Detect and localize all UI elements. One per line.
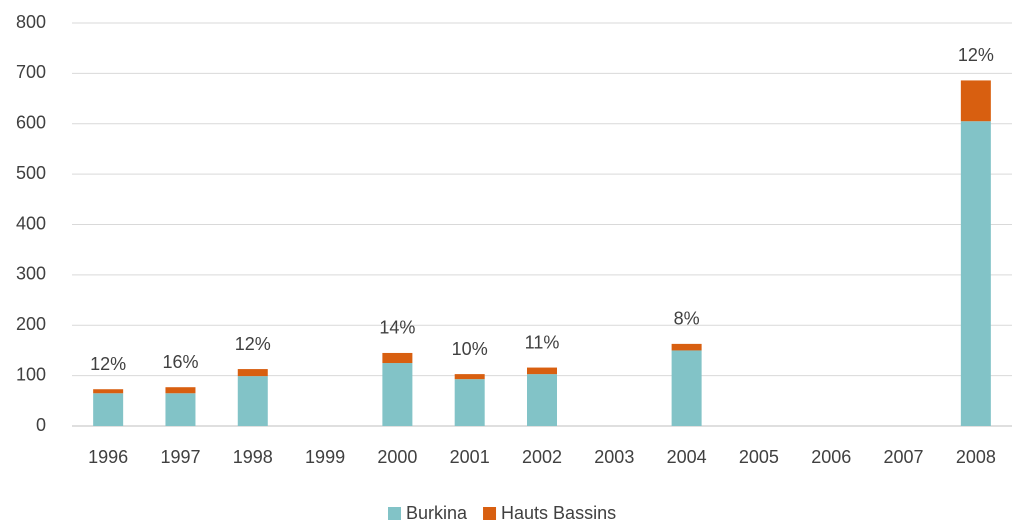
bar-annotation: 11%	[525, 332, 560, 352]
x-tick-label: 2001	[450, 447, 490, 467]
y-tick-label: 0	[36, 415, 46, 435]
bar-segment	[527, 367, 557, 375]
bar-segment	[527, 374, 557, 426]
bar-annotation: 10%	[452, 339, 488, 359]
bar-segment	[960, 121, 991, 426]
bar-annotation: 14%	[379, 318, 415, 338]
y-tick-label: 300	[16, 264, 46, 284]
bar-segment	[960, 80, 991, 122]
x-tick-label: 2003	[594, 447, 634, 467]
y-tick-label: 100	[16, 364, 46, 384]
bar-annotation: 12%	[235, 334, 271, 354]
y-tick-label: 800	[16, 12, 46, 32]
x-tick-label: 2000	[377, 447, 417, 467]
bar-annotation: 12%	[90, 354, 126, 374]
bar-segment	[382, 363, 413, 426]
bar-segment	[93, 389, 124, 394]
x-tick-label: 1999	[305, 447, 345, 467]
y-tick-label: 400	[16, 213, 46, 233]
x-tick-label: 2005	[739, 447, 779, 467]
bar-segment	[454, 374, 485, 380]
legend-swatch	[388, 507, 401, 520]
x-tick-label: 2007	[884, 447, 924, 467]
bar-segment	[454, 379, 485, 426]
bar-annotation: 8%	[674, 309, 700, 329]
legend-label: Hauts Bassins	[501, 503, 616, 523]
bar-segment	[237, 376, 268, 426]
x-tick-label: 2002	[522, 447, 562, 467]
bar-segment	[93, 393, 124, 426]
bar-annotation: 12%	[958, 45, 994, 65]
bar-annotation: 16%	[162, 352, 198, 372]
legend-label: Burkina	[406, 503, 468, 523]
x-tick-label: 1997	[160, 447, 200, 467]
y-tick-label: 200	[16, 314, 46, 334]
y-tick-label: 500	[16, 163, 46, 183]
x-tick-label: 2008	[956, 447, 996, 467]
y-tick-label: 600	[16, 113, 46, 133]
bar-segment	[165, 393, 196, 426]
x-tick-label: 1998	[233, 447, 273, 467]
bar-segment	[671, 343, 702, 351]
y-tick-label: 700	[16, 62, 46, 82]
legend-swatch	[483, 507, 497, 520]
x-tick-label: 2004	[667, 447, 707, 467]
bar-segment	[671, 350, 702, 426]
x-tick-label: 2006	[811, 447, 851, 467]
bar-segment	[237, 369, 268, 377]
bar-segment	[165, 387, 196, 394]
bar-segment	[382, 352, 413, 364]
x-tick-label: 1996	[88, 447, 128, 467]
